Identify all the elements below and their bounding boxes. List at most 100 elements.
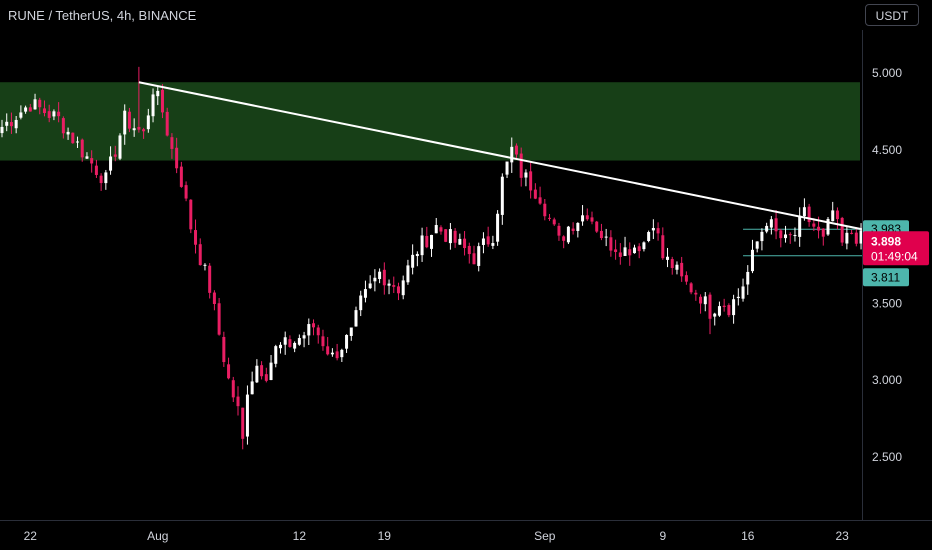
candle bbox=[585, 208, 589, 221]
candle bbox=[222, 331, 226, 367]
candle bbox=[255, 359, 259, 384]
candle-body bbox=[57, 111, 61, 117]
candle bbox=[411, 244, 415, 275]
candle bbox=[349, 327, 353, 341]
candle-body bbox=[510, 146, 514, 163]
candle bbox=[732, 294, 736, 324]
candle-body bbox=[14, 119, 18, 129]
candle bbox=[491, 235, 495, 250]
candle bbox=[826, 217, 830, 236]
candle bbox=[741, 278, 745, 302]
candle bbox=[533, 183, 537, 200]
candle bbox=[769, 216, 773, 235]
candle-body bbox=[160, 89, 164, 113]
candle bbox=[543, 198, 547, 221]
y-tick-label: 2.500 bbox=[872, 450, 902, 464]
candle bbox=[203, 263, 207, 271]
candle-body bbox=[28, 107, 32, 112]
candle-body bbox=[227, 364, 231, 379]
candle-body bbox=[203, 264, 207, 266]
x-tick-label: Aug bbox=[147, 529, 168, 543]
candle-body bbox=[47, 111, 51, 118]
candle-body bbox=[439, 227, 443, 232]
candle-body bbox=[741, 286, 745, 299]
candle bbox=[297, 334, 301, 346]
candle bbox=[194, 219, 198, 254]
candle bbox=[330, 348, 334, 357]
candle-body bbox=[345, 334, 349, 349]
candle-body bbox=[840, 217, 844, 243]
candle bbox=[302, 331, 306, 348]
candle bbox=[831, 201, 835, 222]
candle-body bbox=[260, 365, 264, 377]
candle-body bbox=[845, 232, 849, 244]
candle bbox=[717, 301, 721, 317]
candle bbox=[118, 133, 122, 161]
candle-body bbox=[420, 235, 424, 256]
resistance-zone bbox=[0, 82, 860, 161]
candle-body bbox=[585, 215, 589, 220]
candle-body bbox=[453, 230, 457, 243]
candle-body bbox=[373, 277, 377, 282]
candle-body bbox=[632, 247, 636, 254]
candle-body bbox=[713, 313, 717, 317]
candle bbox=[151, 88, 155, 123]
candle bbox=[170, 133, 174, 159]
candle-body bbox=[831, 210, 835, 222]
candle bbox=[335, 343, 339, 361]
candle bbox=[231, 376, 235, 403]
candle bbox=[845, 226, 849, 250]
candle bbox=[590, 211, 594, 225]
candle-body bbox=[278, 344, 282, 349]
candle-body bbox=[80, 139, 84, 158]
candle bbox=[618, 243, 622, 265]
candle-body bbox=[817, 226, 821, 231]
candle bbox=[529, 162, 533, 199]
candle-body bbox=[146, 115, 150, 130]
candle bbox=[798, 207, 802, 247]
candle-body bbox=[666, 256, 670, 260]
candle-body bbox=[684, 275, 688, 282]
candle bbox=[703, 292, 707, 312]
candle-body bbox=[821, 228, 825, 237]
candle bbox=[840, 216, 844, 246]
candle-body bbox=[142, 129, 146, 132]
candle-body bbox=[321, 336, 325, 347]
countdown-text: 01:49:04 bbox=[871, 249, 918, 263]
candle bbox=[859, 223, 863, 250]
candle bbox=[19, 105, 23, 120]
candle-body bbox=[109, 156, 113, 171]
candle-body bbox=[760, 231, 764, 242]
candle-body bbox=[387, 283, 391, 286]
candle bbox=[245, 385, 249, 445]
candle bbox=[33, 93, 37, 110]
candle-body bbox=[859, 230, 863, 244]
candle-body bbox=[807, 206, 811, 223]
candle-body bbox=[769, 219, 773, 228]
candle-body bbox=[774, 218, 778, 232]
x-tick-label: Sep bbox=[534, 529, 556, 543]
currency-button[interactable]: USDT bbox=[865, 4, 919, 26]
candle bbox=[293, 341, 297, 353]
candle-body bbox=[368, 283, 372, 289]
resistance-zone-layer bbox=[0, 82, 860, 161]
candle bbox=[160, 84, 164, 119]
candle-body bbox=[71, 132, 75, 144]
candle bbox=[548, 213, 552, 221]
candle-body bbox=[812, 223, 816, 227]
candle bbox=[146, 108, 150, 133]
candle-body bbox=[694, 292, 698, 295]
candle-body bbox=[623, 247, 627, 256]
candle bbox=[85, 152, 89, 160]
candle bbox=[699, 294, 703, 314]
candle bbox=[274, 344, 278, 368]
candle bbox=[486, 226, 490, 247]
candle bbox=[28, 103, 32, 112]
candle bbox=[283, 331, 287, 355]
candle-body bbox=[448, 229, 452, 244]
candle-body bbox=[293, 342, 297, 349]
